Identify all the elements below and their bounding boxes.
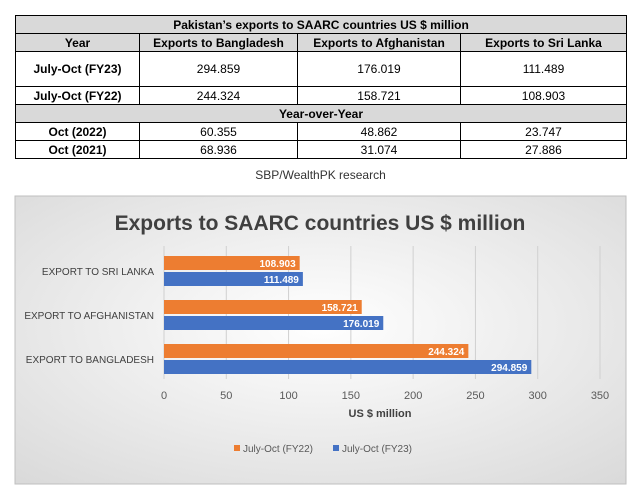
section-label: Year-over-Year	[15, 104, 627, 123]
table-cell: 294.859	[139, 51, 298, 87]
category-label: EXPORT TO SRI LANKA	[42, 267, 154, 278]
x-tick-label: 150	[342, 390, 360, 402]
chart-title: Exports to SAARC countries US $ million	[115, 212, 526, 235]
table-cell: 111.489	[460, 51, 627, 87]
table-cell: 23.747	[460, 122, 627, 141]
header-afghanistan: Exports to Afghanistan	[297, 33, 461, 52]
row-label: Oct (2022)	[15, 122, 140, 141]
x-tick-label: 0	[161, 390, 167, 402]
data-label: 108.903	[260, 259, 297, 270]
table-cell: 60.355	[139, 122, 298, 141]
bar	[164, 272, 303, 286]
legend-swatch	[333, 445, 339, 451]
header-year: Year	[15, 33, 140, 52]
table-cell: 176.019	[297, 51, 461, 87]
table-cell: 108.903	[460, 86, 627, 105]
x-tick-label: 100	[279, 390, 297, 402]
bar	[164, 360, 532, 374]
data-label: 294.859	[491, 363, 528, 374]
chart-background	[14, 195, 627, 485]
data-label: 158.721	[322, 303, 359, 314]
table-cell: 48.862	[297, 122, 461, 141]
bar-chart: Exports to SAARC countries US $ million …	[14, 195, 627, 485]
table-row: Oct (2022) 60.355 48.862 23.747	[15, 122, 627, 141]
data-label: 176.019	[343, 319, 380, 330]
x-axis-label: US $ million	[349, 408, 412, 420]
table-cell: 244.324	[139, 86, 298, 105]
x-tick-label: 250	[466, 390, 484, 402]
exports-table: Pakistan’s exports to SAARC countries US…	[15, 15, 627, 159]
row-label: July-Oct (FY22)	[15, 86, 140, 105]
data-label: 244.324	[428, 347, 465, 358]
bar	[164, 256, 300, 270]
bar	[164, 316, 384, 330]
row-label: July-Oct (FY23)	[15, 51, 140, 87]
legend-swatch	[234, 445, 240, 451]
table-title: Pakistan’s exports to SAARC countries US…	[15, 15, 627, 34]
table-row: July-Oct (FY22) 244.324 158.721 108.903	[15, 86, 627, 105]
legend-label: July-Oct (FY23)	[342, 444, 412, 455]
source-note: SBP/WealthPK research	[255, 168, 386, 182]
x-tick-label: 200	[404, 390, 422, 402]
table-row: Oct (2021) 68.936 31.074 27.886	[15, 140, 627, 159]
category-label: EXPORT TO BANGLADESH	[26, 355, 154, 366]
table-cell: 68.936	[139, 140, 298, 159]
x-tick-label: 350	[591, 390, 609, 402]
table-cell: 31.074	[297, 140, 461, 159]
bar	[164, 344, 469, 358]
table-cell: 158.721	[297, 86, 461, 105]
bar	[164, 300, 362, 314]
data-label: 111.489	[264, 275, 299, 286]
table-row: July-Oct (FY23) 294.859 176.019 111.489	[15, 51, 627, 87]
table-cell: 27.886	[460, 140, 627, 159]
x-tick-label: 50	[220, 390, 232, 402]
header-sri-lanka: Exports to Sri Lanka	[460, 33, 627, 52]
header-bangladesh: Exports to Bangladesh	[139, 33, 298, 52]
legend-label: July-Oct (FY22)	[243, 444, 313, 455]
category-label: EXPORT TO AFGHANISTAN	[24, 311, 154, 322]
row-label: Oct (2021)	[15, 140, 140, 159]
x-tick-label: 300	[529, 390, 547, 402]
